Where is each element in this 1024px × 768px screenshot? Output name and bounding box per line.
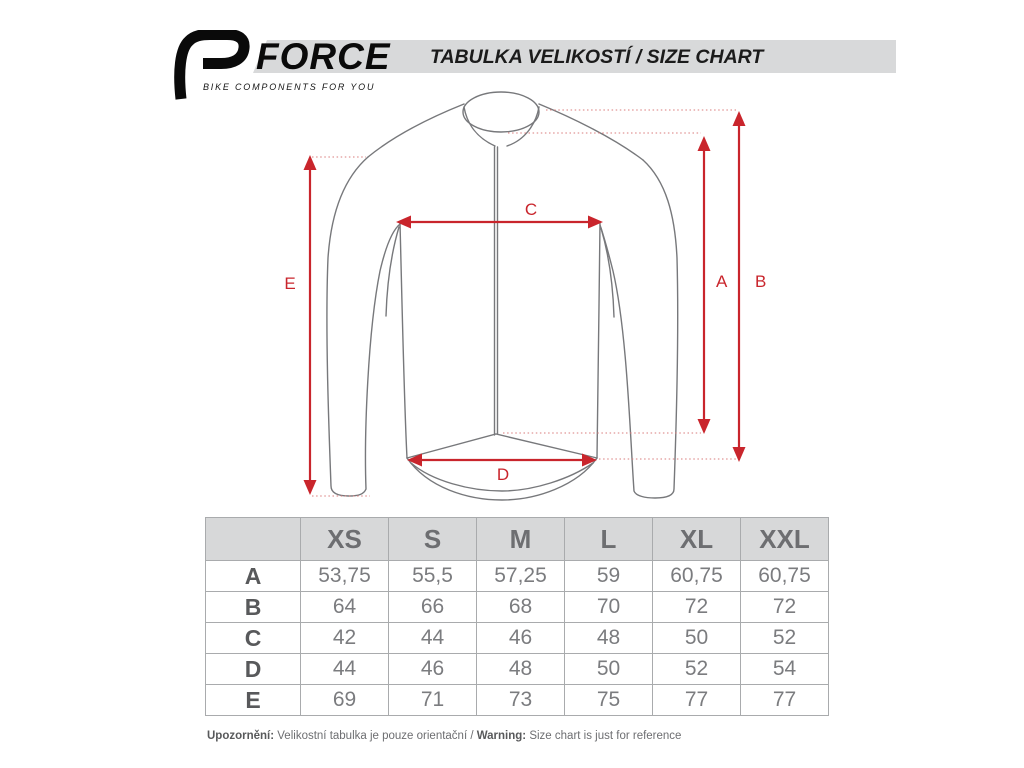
- force-logo-icon: [174, 30, 250, 100]
- size-value-cell: 72: [740, 591, 829, 623]
- measure-label-c: C: [525, 200, 537, 219]
- size-col-header: S: [388, 517, 477, 561]
- size-value-cell: 70: [564, 591, 653, 623]
- measure-arrow-E: [303, 155, 317, 495]
- size-value-cell: 71: [388, 684, 477, 716]
- size-value-cell: 60,75: [740, 560, 829, 592]
- size-value-cell: 77: [652, 684, 741, 716]
- size-value-cell: 42: [300, 622, 389, 654]
- row-label: C: [205, 622, 301, 654]
- measure-label-e: E: [284, 274, 295, 293]
- size-value-cell: 72: [652, 591, 741, 623]
- measure-arrow-D: [407, 453, 597, 467]
- page-title: TABULKA VELIKOSTÍ / SIZE CHART: [430, 46, 764, 68]
- footer-warning-cz-label: Upozornění:: [207, 730, 275, 742]
- size-value-cell: 64: [300, 591, 389, 623]
- size-value-cell: 59: [564, 560, 653, 592]
- brand-tagline: BIKE COMPONENTS FOR YOU: [203, 82, 376, 92]
- size-value-cell: 73: [476, 684, 565, 716]
- table-row: C 42 44 46 48 50 52: [205, 622, 829, 654]
- table-row: D 44 46 48 50 52 54: [205, 653, 829, 685]
- size-table: XS S M L XL XXL A 53,75 55,5 57,25 59 60,75 60,75 B 6…: [205, 517, 829, 716]
- measure-label-a: A: [716, 272, 728, 291]
- header-bar: [253, 40, 896, 73]
- size-table-body: A 53,75 55,5 57,25 59 60,75 60,75 B 64 66 68 70 72 72…: [205, 560, 829, 716]
- size-value-cell: 75: [564, 684, 653, 716]
- jersey-diagram: E C D A B: [284, 91, 766, 501]
- size-table-corner-cell: [205, 517, 301, 561]
- size-value-cell: 48: [564, 622, 653, 654]
- footer-warning-en-label: Warning:: [476, 730, 527, 742]
- size-value-cell: 68: [476, 591, 565, 623]
- footer-warning-cz-text: Velikostní tabulka je pouze orientační /: [274, 730, 477, 742]
- size-col-header: M: [476, 517, 565, 561]
- size-value-cell: 52: [740, 622, 829, 654]
- size-value-cell: 48: [476, 653, 565, 685]
- measure-label-d: D: [497, 465, 509, 484]
- size-value-cell: 53,75: [300, 560, 389, 592]
- row-label: B: [205, 591, 301, 623]
- size-value-cell: 50: [652, 622, 741, 654]
- row-label: D: [205, 653, 301, 685]
- size-value-cell: 50: [564, 653, 653, 685]
- size-value-cell: 66: [388, 591, 477, 623]
- measure-label-b: B: [755, 272, 766, 291]
- size-value-cell: 57,25: [476, 560, 565, 592]
- size-col-header: XS: [300, 517, 389, 561]
- size-value-cell: 60,75: [652, 560, 741, 592]
- size-value-cell: 46: [476, 622, 565, 654]
- table-row: A 53,75 55,5 57,25 59 60,75 60,75: [205, 560, 829, 592]
- size-col-header: L: [564, 517, 653, 561]
- size-value-cell: 52: [652, 653, 741, 685]
- size-value-cell: 46: [388, 653, 477, 685]
- size-col-header: XXL: [740, 517, 829, 561]
- footer-warning-en-text: Size chart is just for reference: [526, 730, 682, 742]
- measure-arrow-B: [732, 111, 746, 462]
- size-value-cell: 54: [740, 653, 829, 685]
- leader-lines: [312, 109, 736, 497]
- table-row: E 69 71 73 75 77 77: [205, 684, 829, 716]
- size-value-cell: 44: [388, 622, 477, 654]
- table-row: B 64 66 68 70 72 72: [205, 591, 829, 623]
- row-label: A: [205, 560, 301, 592]
- footer-note: Upozornění: Velikostní tabulka je pouze …: [207, 730, 681, 742]
- measure-arrow-A: [697, 136, 711, 434]
- size-value-cell: 77: [740, 684, 829, 716]
- size-table-header-row: XS S M L XL XXL: [205, 517, 829, 561]
- size-col-header: XL: [652, 517, 741, 561]
- row-label: E: [205, 684, 301, 716]
- brand-name: FORCE: [256, 36, 391, 77]
- size-value-cell: 44: [300, 653, 389, 685]
- size-value-cell: 69: [300, 684, 389, 716]
- measure-arrow-C: [396, 215, 603, 229]
- jersey-outline: [326, 91, 679, 501]
- size-value-cell: 55,5: [388, 560, 477, 592]
